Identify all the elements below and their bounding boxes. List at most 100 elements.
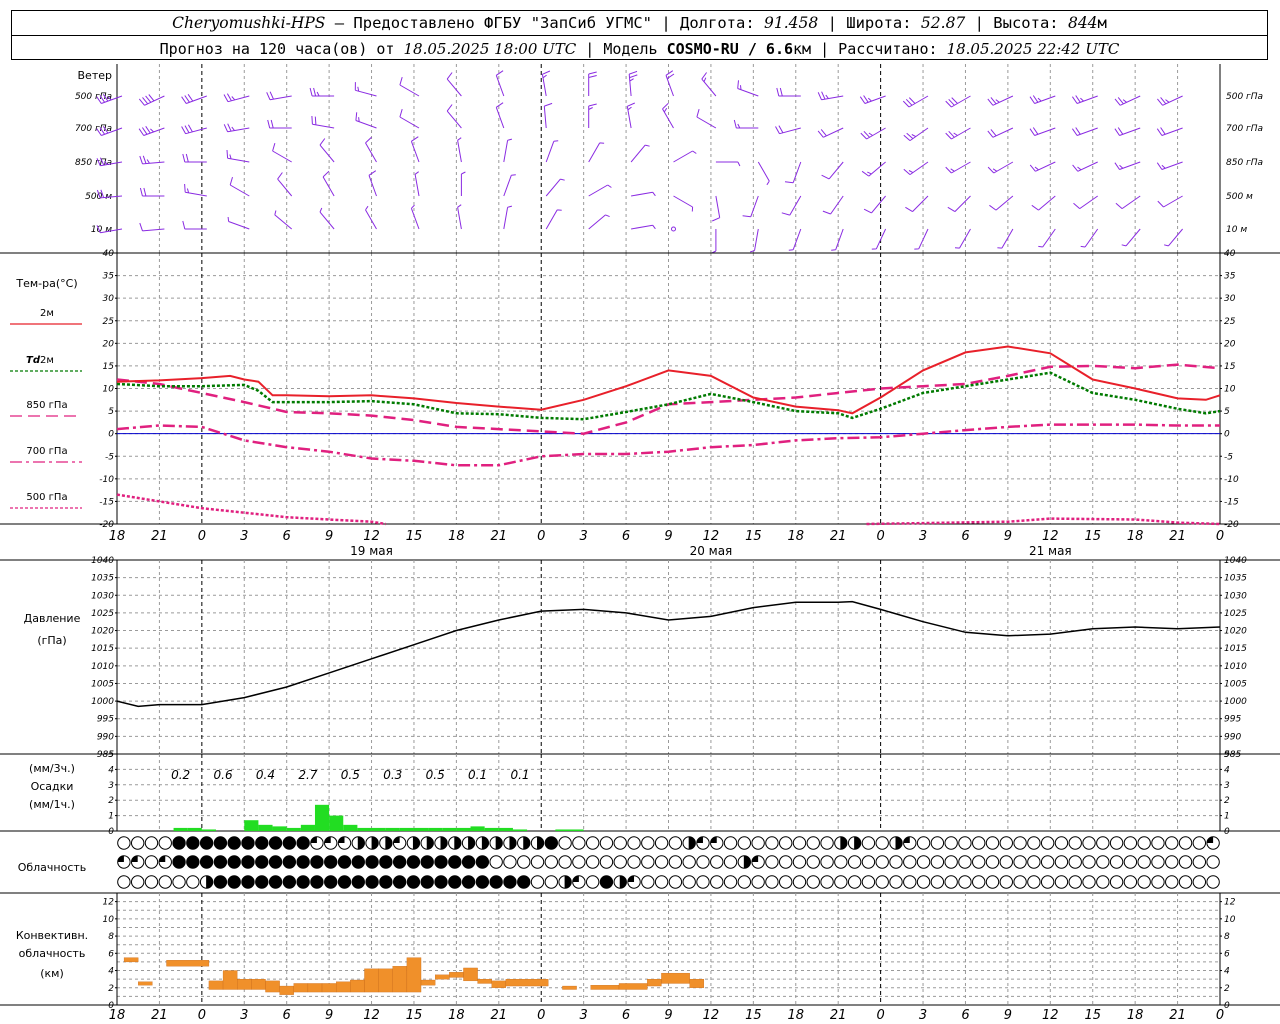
y-tick-label-left: -20 <box>99 520 114 530</box>
cloud-symbol <box>696 875 710 889</box>
convective-bar <box>378 968 393 993</box>
cloud-symbol <box>144 836 159 850</box>
y-tick-label-right: 3 <box>1224 781 1230 791</box>
precip-bar <box>173 827 188 831</box>
cloud-symbol <box>944 875 958 889</box>
y-tick-label-right: 1010 <box>1224 662 1247 672</box>
y-tick-label-left: 30 <box>103 294 115 304</box>
cloud-symbol <box>186 855 200 869</box>
y-tick-label-left: 5 <box>108 750 114 760</box>
y-tick-label-left: 2 <box>108 796 114 806</box>
wind-barb <box>1114 161 1141 170</box>
wind-barb <box>503 174 516 197</box>
cloud-symbol <box>654 875 669 889</box>
wind-barb <box>503 205 513 230</box>
wind-barb <box>860 127 886 140</box>
y-tick-label-left: 1030 <box>91 591 114 601</box>
precip-title: Осадки <box>31 780 74 793</box>
cloud-symbol <box>503 855 517 869</box>
y-tick-label-left: -5 <box>105 452 114 462</box>
wind-barb <box>631 224 656 230</box>
cloud-symbol <box>1068 875 1082 889</box>
cloud-symbol <box>585 875 600 889</box>
cloud-symbol <box>1109 875 1124 889</box>
wind-barb <box>182 220 207 230</box>
precip-bar <box>201 829 216 831</box>
x-tick-label: 12 <box>363 1008 380 1023</box>
convective-bar <box>307 983 323 993</box>
cloud-symbol <box>875 855 889 869</box>
precip-bar <box>569 829 584 831</box>
cloud-symbol-quarter <box>572 875 579 882</box>
wind-barb <box>662 102 674 129</box>
cloud-symbol <box>834 875 848 889</box>
x-tick-label: 6 <box>961 1008 969 1023</box>
cloud-symbol <box>1082 855 1096 869</box>
wind-barb <box>368 170 377 197</box>
cloud-symbol <box>475 875 490 889</box>
cloud-symbol <box>186 836 200 850</box>
x-tick-label: 9 <box>325 1008 333 1023</box>
wind-level-label-left: 850 гПа <box>75 158 112 168</box>
cloud-symbol <box>834 855 848 869</box>
convective-bar <box>138 981 153 986</box>
cloud-symbol <box>930 855 945 869</box>
cloud-symbol <box>1206 875 1220 889</box>
wind-level-label-right: 850 гПа <box>1226 158 1263 168</box>
wind-level-label-left: 500 гПа <box>75 92 112 102</box>
cloud-symbol <box>1068 836 1082 850</box>
forecast-label: Прогноз на 120 часа(ов) от <box>159 40 404 58</box>
cloud-symbol <box>475 855 490 869</box>
wind-barb <box>775 125 801 135</box>
wind-barb <box>182 153 207 163</box>
cloud-symbol <box>668 855 683 869</box>
wind-barb <box>139 222 165 232</box>
wind-barb <box>181 94 207 104</box>
wind-barb <box>588 142 605 163</box>
wind-barb <box>1121 228 1141 247</box>
header-box: Cheryomushki-HPS – Предоставлено ФГБУ "З… <box>11 10 1268 60</box>
cloud-symbol <box>585 855 600 869</box>
cloud-symbol <box>792 855 807 869</box>
y-tick-label-left: 1025 <box>91 609 114 619</box>
wind-barb <box>1038 228 1056 248</box>
cloud-symbol <box>1109 855 1124 869</box>
y-tick-label-left: 25 <box>103 317 115 327</box>
cloud-symbol <box>117 875 131 889</box>
convective-bar <box>491 980 507 988</box>
cloud-symbol-quarter <box>627 875 635 882</box>
wind-barb <box>311 115 335 129</box>
x-tick-label: 21 <box>151 1008 168 1023</box>
convective-bar <box>406 957 422 993</box>
wind-barb <box>1072 161 1098 172</box>
y-tick-label-left: 1035 <box>91 574 114 584</box>
wind-barb <box>1115 195 1141 210</box>
cloud-symbol <box>296 836 310 850</box>
x-tick-label: 12 <box>703 529 720 544</box>
precip-bar <box>187 827 202 831</box>
cloud-symbol <box>737 836 752 850</box>
altitude-unit: м <box>1097 14 1107 32</box>
precip-bar <box>555 829 570 831</box>
cloud-symbol <box>806 836 820 850</box>
cloud-symbol-half <box>744 855 751 869</box>
cloud-symbol <box>1123 855 1138 869</box>
wind-barb <box>139 155 165 165</box>
cloud-symbol <box>751 836 765 850</box>
cloud-symbol <box>1178 875 1193 889</box>
wind-barb <box>319 207 335 230</box>
x-tick-label: 6 <box>622 1008 630 1023</box>
cloud-symbol <box>310 875 324 889</box>
wind-barb <box>711 229 717 254</box>
cloud-symbol <box>985 855 1000 869</box>
cloud-symbol-half <box>620 875 627 889</box>
wind-barb <box>781 195 802 216</box>
precip-bar <box>357 827 372 831</box>
forecast-time: 18.05.2025 18:00 UTC <box>403 40 577 58</box>
x-tick-label: 0 <box>876 529 884 544</box>
cloud-symbol <box>489 855 503 869</box>
cloud-symbol-half <box>358 836 365 850</box>
wind-barb <box>138 94 165 106</box>
wind-barb <box>184 183 207 197</box>
x-tick-label: 18 <box>787 1008 804 1023</box>
